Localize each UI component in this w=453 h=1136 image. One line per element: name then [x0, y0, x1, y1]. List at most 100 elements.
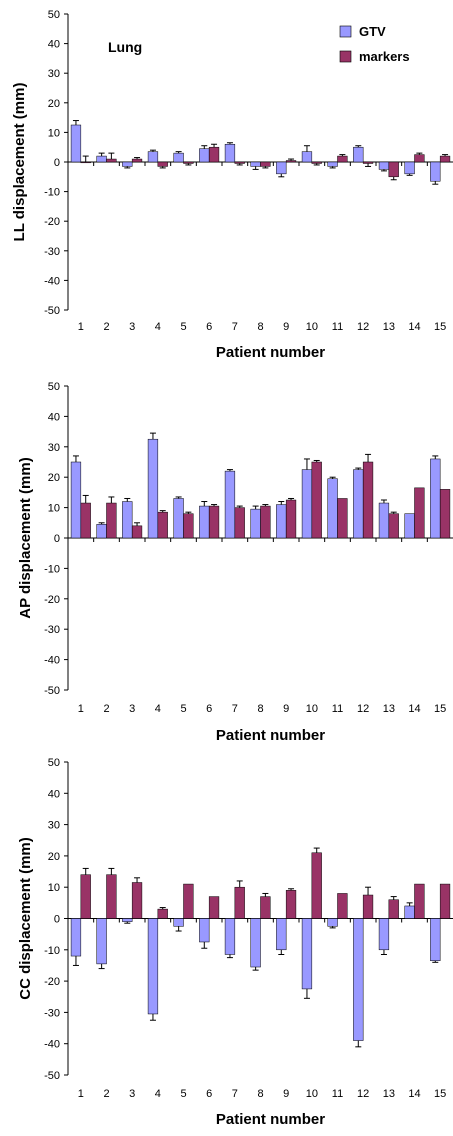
y-tick-label: -10 [44, 563, 60, 575]
y-tick-label: -20 [44, 594, 60, 606]
bar-gtv [327, 478, 338, 539]
bar-markers [208, 146, 220, 163]
bar-markers [234, 161, 245, 164]
y-tick-label: 40 [48, 411, 60, 423]
bar-gtv [147, 918, 159, 1015]
x-tick-label: 9 [283, 1088, 289, 1100]
y-tick-label: -10 [44, 945, 60, 957]
x-tick-label: 11 [332, 1088, 343, 1100]
bar-markers [80, 502, 91, 539]
bar-markers [311, 161, 322, 164]
legend-label-markers: markers [359, 49, 410, 64]
x-tick-label: 15 [434, 1088, 446, 1100]
bar-markers [183, 513, 194, 539]
bar-gtv [404, 905, 415, 919]
x-tick-label: 6 [206, 703, 212, 715]
x-tick-label: 12 [357, 1088, 369, 1100]
y-tick-label: -10 [44, 187, 60, 199]
bar-gtv [327, 161, 338, 167]
y-tick-label: 10 [48, 503, 60, 515]
bar-gtv [353, 469, 364, 539]
x-tick-label: 3 [129, 703, 135, 715]
x-tick-label: 7 [232, 703, 238, 715]
y-tick-label: -20 [44, 976, 60, 988]
bar-gtv [327, 918, 338, 927]
bar-markers [414, 487, 425, 539]
y-tick-label: 30 [48, 68, 60, 80]
y-tick-label: 20 [48, 472, 60, 484]
bar-markers [388, 899, 399, 919]
bar-markers [106, 874, 117, 919]
x-axis-title: Patient number [216, 344, 325, 361]
x-tick-label: 2 [103, 1088, 109, 1100]
bar-gtv [250, 508, 261, 539]
x-tick-label: 10 [306, 1088, 318, 1100]
bar-gtv [96, 155, 107, 163]
x-tick-label: 13 [383, 321, 395, 333]
x-tick-label: 7 [232, 1088, 238, 1100]
x-tick-label: 4 [155, 321, 161, 333]
x-tick-label: 8 [257, 321, 263, 333]
bar-markers [285, 499, 297, 539]
x-tick-label: 8 [257, 1088, 263, 1100]
bar-gtv [250, 161, 261, 167]
bar-markers [285, 160, 297, 163]
legend-label-gtv: GTV [359, 24, 386, 39]
bar-markers [131, 158, 143, 163]
y-tick-label: -30 [44, 624, 60, 636]
chart-annotation: Lung [108, 39, 142, 55]
bar-markers [311, 852, 322, 919]
y-tick-label: 20 [48, 851, 60, 863]
bar-gtv [430, 161, 441, 182]
y-tick-label: -50 [44, 1070, 60, 1082]
bar-markers [106, 158, 117, 163]
y-tick-label: -50 [44, 685, 60, 697]
bar-markers [157, 511, 168, 539]
x-tick-label: 10 [306, 703, 318, 715]
y-tick-label: 40 [48, 39, 60, 51]
legend-swatch-gtv [339, 25, 352, 38]
bar-gtv [353, 146, 364, 163]
bar-markers [157, 908, 168, 919]
y-tick-label: -20 [44, 216, 60, 228]
x-tick-label: 10 [306, 321, 318, 333]
x-tick-label: 2 [103, 321, 109, 333]
bar-gtv [378, 161, 390, 170]
x-tick-label: 4 [155, 703, 161, 715]
bar-markers [337, 893, 348, 919]
bar-markers [362, 161, 374, 164]
x-tick-label: 5 [180, 321, 186, 333]
bar-gtv [276, 161, 287, 175]
x-tick-label: 9 [283, 703, 289, 715]
bar-gtv [70, 124, 82, 163]
bar-gtv [404, 161, 415, 175]
bar-markers [80, 161, 91, 164]
bar-markers [260, 896, 271, 919]
bar-markers [414, 883, 425, 919]
y-axis-title: AP displacement (mm) [17, 457, 34, 618]
bar-gtv [122, 161, 133, 167]
bar-gtv [378, 918, 390, 951]
y-tick-label: 50 [48, 757, 60, 769]
y-tick-label: 20 [48, 98, 60, 110]
bar-markers [208, 505, 220, 539]
bar-gtv [276, 504, 287, 539]
y-tick-label: 0 [54, 157, 60, 169]
bar-gtv [276, 918, 287, 951]
bar-gtv [224, 470, 236, 539]
x-tick-label: 4 [155, 1088, 161, 1100]
bar-markers [157, 161, 168, 167]
bar-markers [362, 894, 374, 919]
x-axis-title: Patient number [216, 727, 325, 744]
bar-gtv [301, 469, 313, 539]
x-tick-label: 1 [78, 1088, 84, 1100]
y-tick-label: 50 [48, 381, 60, 393]
x-tick-label: 12 [357, 321, 369, 333]
y-tick-label: -40 [44, 655, 60, 667]
x-tick-label: 15 [434, 321, 446, 333]
bar-markers [260, 161, 271, 167]
bar-markers [388, 161, 399, 178]
